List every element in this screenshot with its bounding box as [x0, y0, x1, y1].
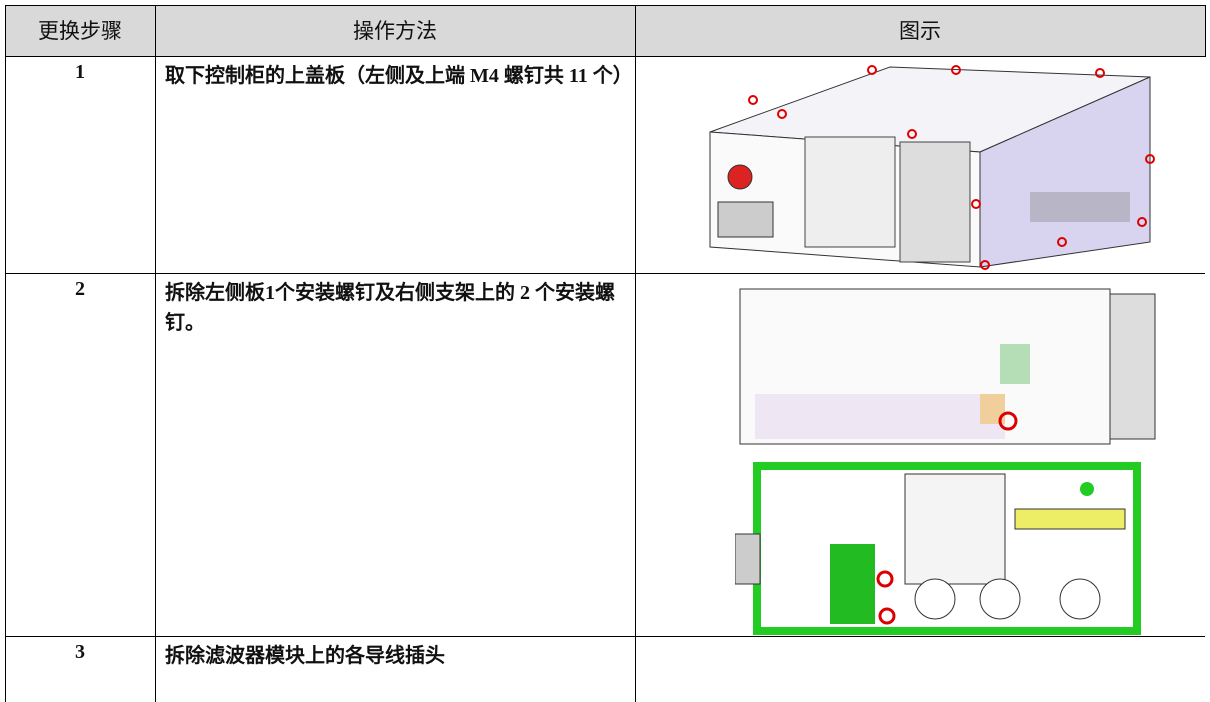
filter-illustration: [735, 288, 1156, 635]
rule: [155, 5, 156, 702]
rule: [5, 5, 6, 702]
rule: [635, 5, 636, 702]
step-method: 拆除滤波器模块上的各导线插头: [165, 645, 445, 667]
rule: [5, 636, 1205, 637]
cabinet-illustration: [709, 65, 1155, 270]
rule: [5, 273, 1205, 274]
step-method: 拆除左侧板1个安装螺钉及右侧支架上的 2 个安装螺钉。: [165, 282, 615, 334]
rule: [5, 56, 1205, 57]
header-cell: 图示: [635, 6, 1205, 56]
step-number: 2: [75, 278, 85, 300]
header-cell: 更换步骤: [5, 6, 155, 56]
header-cell: 操作方法: [155, 6, 635, 56]
rule: [5, 5, 1205, 6]
step-number: 1: [75, 61, 85, 83]
step-method: 取下控制柜的上盖板（左侧及上端 M4 螺钉共 11 个）: [165, 65, 633, 87]
step-number: 3: [75, 641, 85, 663]
rule: [1205, 5, 1206, 57]
